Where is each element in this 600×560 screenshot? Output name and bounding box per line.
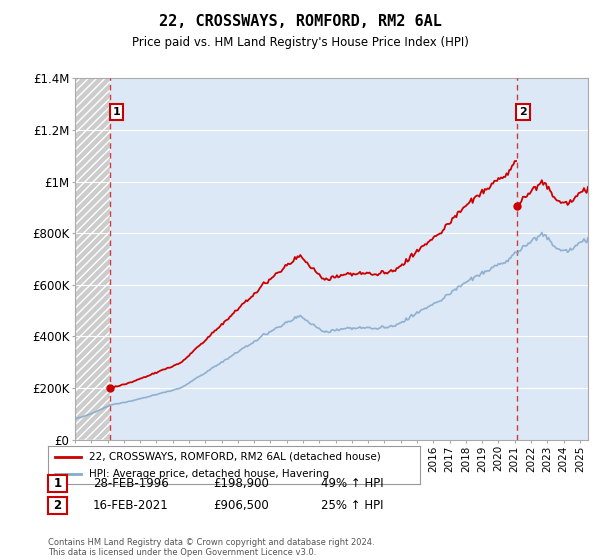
Text: 16-FEB-2021: 16-FEB-2021 — [93, 499, 169, 512]
Bar — [75, 78, 110, 440]
Text: 1: 1 — [53, 477, 62, 490]
Text: Price paid vs. HM Land Registry's House Price Index (HPI): Price paid vs. HM Land Registry's House … — [131, 36, 469, 49]
Text: HPI: Average price, detached house, Havering: HPI: Average price, detached house, Have… — [89, 469, 329, 479]
Text: £198,900: £198,900 — [213, 477, 269, 490]
Text: 25% ↑ HPI: 25% ↑ HPI — [321, 499, 383, 512]
Text: 22, CROSSWAYS, ROMFORD, RM2 6AL (detached house): 22, CROSSWAYS, ROMFORD, RM2 6AL (detache… — [89, 451, 380, 461]
Text: £906,500: £906,500 — [213, 499, 269, 512]
Text: 2: 2 — [53, 499, 62, 512]
Text: 49% ↑ HPI: 49% ↑ HPI — [321, 477, 383, 490]
Text: 2: 2 — [519, 107, 527, 117]
Text: 28-FEB-1996: 28-FEB-1996 — [93, 477, 169, 490]
Text: 22, CROSSWAYS, ROMFORD, RM2 6AL: 22, CROSSWAYS, ROMFORD, RM2 6AL — [158, 14, 442, 29]
Text: 1: 1 — [113, 107, 121, 117]
Text: Contains HM Land Registry data © Crown copyright and database right 2024.
This d: Contains HM Land Registry data © Crown c… — [48, 538, 374, 557]
